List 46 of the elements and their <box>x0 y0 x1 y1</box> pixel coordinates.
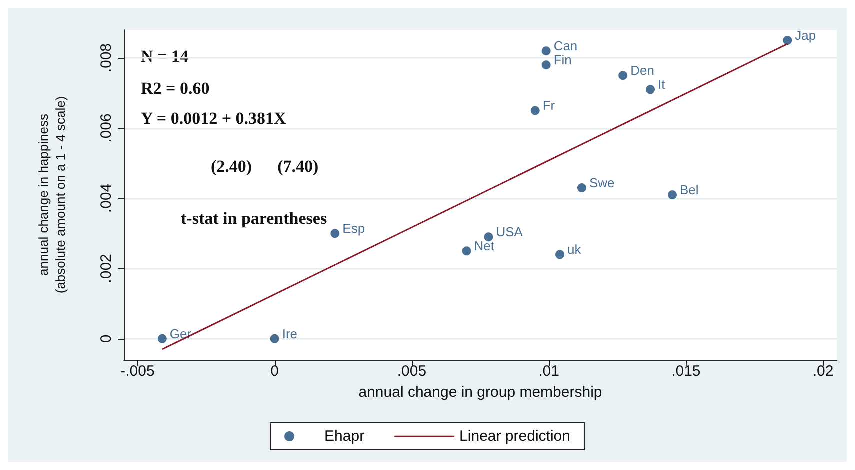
x-tick-label: .015 <box>672 363 701 380</box>
x-tick-label: -.005 <box>120 363 155 380</box>
point <box>270 334 280 344</box>
y-tick-label: .004 <box>98 184 115 214</box>
data-label: Ire <box>282 326 298 342</box>
y-tick-label: .008 <box>98 43 115 73</box>
annotation: t-stat in parentheses <box>181 209 328 228</box>
data-label: Jap <box>795 28 816 44</box>
data-label: Fin <box>554 52 572 68</box>
data-label: Den <box>630 63 654 78</box>
point <box>330 229 340 238</box>
point <box>577 183 586 192</box>
x-tick-label: .01 <box>538 363 560 380</box>
data-label: USA <box>496 224 524 240</box>
data-label: Fr <box>542 98 556 114</box>
legend-label: Ehapr <box>324 428 365 445</box>
data-label: uk <box>568 242 582 258</box>
point <box>542 46 551 56</box>
point <box>556 250 565 260</box>
point <box>618 71 628 80</box>
y-tick-label: .006 <box>98 114 115 143</box>
y-tick-label: .002 <box>98 254 115 284</box>
data-label: Esp <box>342 221 366 236</box>
x-axis-title: annual change in group membership <box>358 384 602 401</box>
point <box>158 334 167 344</box>
annotation: (2.40) (7.40) <box>211 157 319 176</box>
legend-label: Linear prediction <box>460 428 570 445</box>
data-label: It <box>658 77 666 92</box>
y-tick-label: 0 <box>98 334 115 344</box>
point <box>462 246 472 256</box>
x-tick-label: 0 <box>270 363 279 380</box>
data-label: Net <box>474 238 495 254</box>
point <box>646 85 656 94</box>
y-axis-title: annual change in happiness (absolute amount on a 1 - 4 scale) <box>36 96 68 294</box>
point <box>530 106 540 116</box>
data-label: Swe <box>589 175 615 190</box>
point <box>668 190 677 200</box>
point <box>484 232 494 242</box>
point <box>783 36 792 46</box>
data-label: Can <box>554 38 578 54</box>
point <box>542 60 551 70</box>
data-label: Bel <box>680 182 699 198</box>
annotation: Y = 0.0012 + 0.381X <box>141 109 288 128</box>
x-tick-label: .02 <box>812 363 834 380</box>
x-tick-label: .005 <box>397 363 427 380</box>
annotation: R2 = 0.60 <box>141 79 210 98</box>
